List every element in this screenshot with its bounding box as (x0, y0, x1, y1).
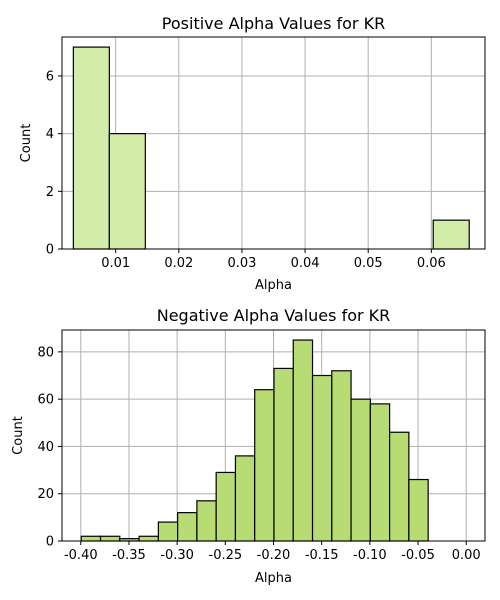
histogram-bar (311, 374, 333, 542)
x-tick-label: -0.25 (209, 548, 243, 563)
chart-title: Negative Alpha Values for KR (157, 306, 391, 325)
plot-frame (61, 36, 486, 250)
x-tick-label: 0.06 (417, 256, 446, 271)
histogram-bar (138, 535, 159, 542)
y-tick-label: 2 (46, 185, 54, 200)
histogram-bar (432, 219, 470, 250)
x-tick-label: -0.30 (160, 548, 194, 563)
x-tick-label: -0.05 (401, 548, 435, 563)
histogram-bar (234, 455, 256, 542)
x-tick-label: -0.35 (112, 548, 146, 563)
histogram-bar (215, 471, 237, 542)
histogram-bar (108, 133, 146, 250)
x-tick-label: 0.05 (354, 256, 383, 271)
histogram-bar (99, 535, 121, 542)
histogram-bar (177, 512, 198, 542)
chart-panel-2: -0.40 -0.35 -0.30 -0.25 -0.20 -0.15 -0.10 -0.05… (11, 306, 486, 586)
y-tick-label: 40 (37, 440, 54, 455)
y-tick-label: 0 (46, 535, 54, 550)
y-axis-label: Count (11, 416, 26, 455)
histogram-bar (196, 500, 217, 542)
histogram-bar (273, 367, 294, 542)
x-tick-label: -0.15 (305, 548, 339, 563)
chart-title: Positive Alpha Values for KR (162, 14, 385, 33)
y-tick-label: 0 (46, 243, 54, 258)
histogram-bar (80, 535, 102, 542)
x-tick-label: 0.00 (452, 548, 481, 563)
x-tick-label: -0.40 (64, 548, 98, 563)
y-tick-label: 20 (37, 487, 54, 502)
histogram-bar (331, 370, 352, 542)
histogram-bar (72, 46, 110, 250)
y-axis-label: Count (19, 124, 34, 163)
histogram-bar (369, 403, 391, 542)
x-tick-label: 0.02 (164, 256, 193, 271)
x-tick-label: 0.03 (227, 256, 256, 271)
x-tick-label: -0.10 (353, 548, 387, 563)
histogram-bar (157, 521, 179, 542)
y-tick-label: 60 (37, 393, 54, 408)
x-axis-label: Alpha (255, 571, 292, 586)
x-tick-label: -0.20 (257, 548, 291, 563)
histogram-bar (292, 339, 314, 542)
x-tick-label: 0.01 (101, 256, 130, 271)
y-tick-label: 6 (46, 69, 54, 84)
histogram-bar (254, 389, 275, 542)
histogram-bar (408, 478, 429, 542)
histogram-bar (389, 431, 410, 542)
x-axis-label: Alpha (255, 278, 292, 293)
y-tick-label: 80 (37, 345, 54, 360)
chart-panel-1: 0.01 0.02 0.03 0.04 0.05 0.06 0 2 4 6 Positive Alp… (19, 14, 486, 293)
x-tick-label: 0.04 (291, 256, 320, 271)
y-tick-label: 4 (46, 127, 54, 142)
histogram-bar (350, 398, 371, 542)
